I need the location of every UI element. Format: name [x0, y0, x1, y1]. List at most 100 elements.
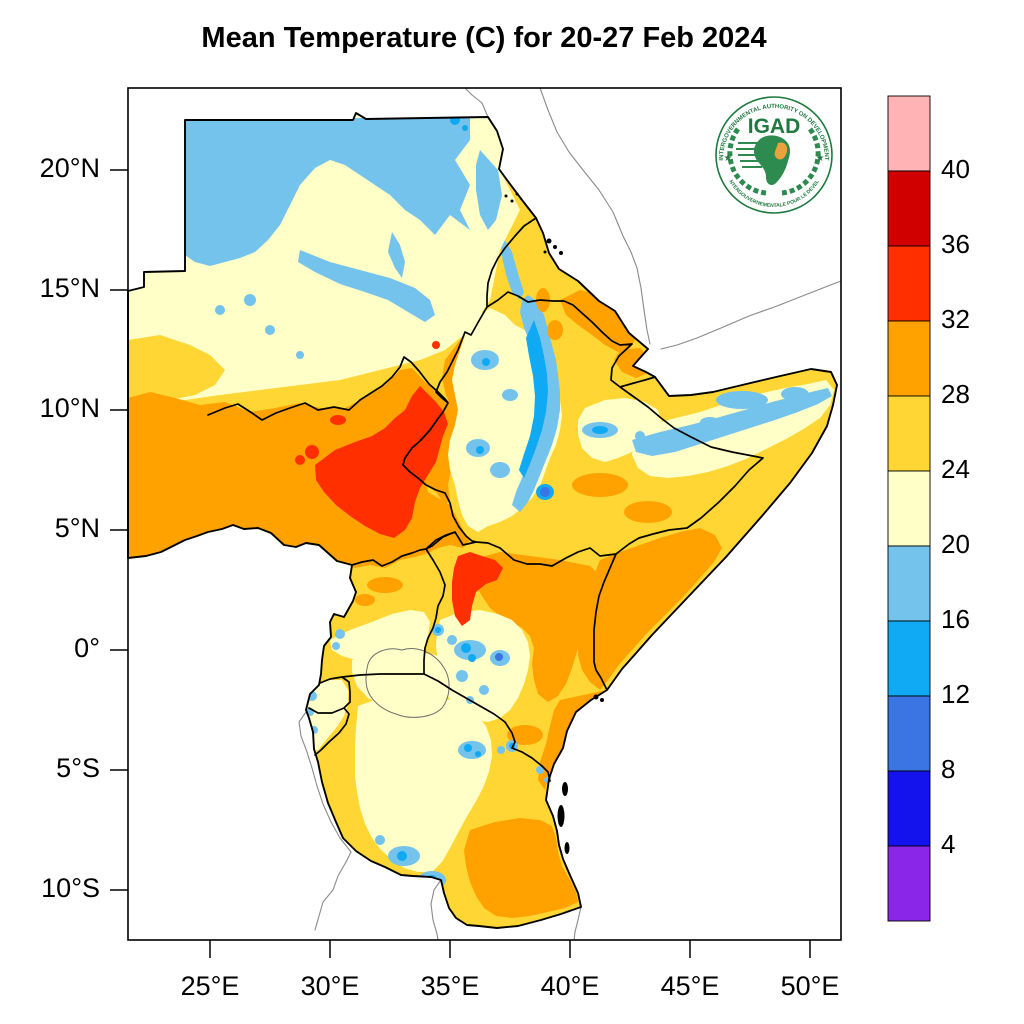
- temp-blob: [476, 150, 502, 230]
- logo-acronym-text: IGAD: [748, 115, 801, 138]
- colorbar-tick-label: 28: [941, 379, 970, 409]
- temp-blob: [388, 232, 405, 278]
- temp-blob: [536, 766, 544, 774]
- lake-malawi-outline: [430, 879, 442, 941]
- lat-tick-label: 10°N: [40, 393, 100, 423]
- temp-blob: [475, 751, 481, 757]
- temp-blob: [367, 577, 403, 593]
- temp-blob: [295, 455, 305, 465]
- temp-blob: [501, 240, 524, 300]
- temp-blob: [305, 445, 319, 459]
- colorbar-swatch: [887, 95, 931, 172]
- temp-blob: [450, 115, 460, 125]
- island-dot: [553, 245, 557, 249]
- colorbar-tick-label: 12: [941, 679, 970, 709]
- temp-blob: [592, 426, 608, 434]
- temp-blob: [265, 325, 275, 335]
- logo-africa-map: [736, 135, 790, 185]
- colorbar-tick-label: 36: [941, 229, 970, 259]
- temp-blob: [632, 388, 832, 456]
- colorbar-swatches: [887, 95, 931, 922]
- temp-blob: [355, 694, 492, 872]
- temp-blob: [560, 290, 638, 352]
- lon-tick-label: 30°E: [301, 971, 360, 1001]
- temp-blob: [519, 320, 548, 478]
- island-dot: [600, 698, 604, 702]
- lon-tick-label: 35°E: [421, 971, 480, 1001]
- temp-blob: [512, 295, 560, 512]
- island-dot: [510, 199, 514, 203]
- temp-blob: [330, 415, 346, 425]
- temp-blob: [502, 389, 518, 401]
- temp-blob: [215, 305, 225, 315]
- foreign-coastlines: [298, 87, 842, 941]
- temp-blob: [572, 473, 628, 497]
- island-dot: [559, 251, 563, 255]
- temp-blob: [479, 685, 489, 695]
- temp-blob: [538, 690, 607, 790]
- pemba-island: [562, 782, 568, 796]
- colorbar-tick-label: 24: [941, 454, 970, 484]
- mozambique-coastline: [573, 906, 582, 941]
- colorbar-tick-label: 40: [941, 154, 970, 184]
- island-dot: [546, 238, 552, 244]
- temp-blob: [298, 250, 435, 322]
- colorbar-tick-label: 8: [941, 754, 955, 784]
- temp-blob: [435, 627, 441, 633]
- temp-blob: [547, 320, 563, 340]
- temp-blob: [332, 642, 340, 650]
- temp-blob: [456, 670, 468, 682]
- temp-blob: [315, 386, 448, 538]
- longitude-axis: 25°E 30°E 35°E 40°E 45°E 50°E: [181, 971, 840, 1001]
- temp-blob: [468, 654, 476, 662]
- temp-blob: [462, 125, 468, 131]
- temp-blob: [461, 643, 471, 653]
- lat-tick-label: 5°S: [56, 753, 100, 783]
- temp-blob: [452, 552, 503, 626]
- egypt-coastline: [464, 87, 489, 118]
- temp-blob: [495, 653, 503, 661]
- igad-region-highlight: [774, 142, 788, 160]
- islands: [504, 192, 604, 854]
- colorbar-tick-label: 4: [941, 829, 955, 859]
- latitude-axis: 20°N 15°N 10°N 5°N 0° 5°S 10°S: [40, 153, 100, 903]
- logo-speed-lines: [736, 142, 762, 168]
- arabia-coastline: [539, 87, 651, 345]
- lat-tick-label: 20°N: [40, 153, 100, 183]
- logo-star-left-icon: ★: [724, 153, 733, 164]
- lon-tick-label: 50°E: [781, 971, 840, 1001]
- temp-blob: [352, 650, 455, 710]
- temp-blob: [497, 746, 505, 754]
- temp-blob: [458, 741, 486, 759]
- drc-zambia-border: [298, 711, 352, 931]
- colorbar-tick-label: 16: [941, 604, 970, 634]
- temp-blob: [447, 635, 457, 645]
- temp-blob: [464, 744, 472, 752]
- colorbar-swatch: [887, 545, 931, 622]
- igad-logo: INTERGOVERNMENTAL AUTHORITY ON DEVELOPME…: [715, 96, 833, 214]
- temp-blob: [490, 462, 510, 478]
- temperature-field: [128, 113, 837, 928]
- temp-blob: [432, 341, 440, 349]
- zanzibar-island: [557, 805, 565, 827]
- colorbar-swatch: [887, 695, 931, 772]
- lat-tick-label: 10°S: [41, 873, 100, 903]
- temp-blob: [470, 552, 600, 702]
- colorbar-swatch: [887, 620, 931, 697]
- lake-victoria-outline: [365, 648, 450, 718]
- colorbar-tick-label: 20: [941, 529, 970, 559]
- colorbar-swatch: [887, 395, 931, 472]
- colorbar-swatch: [887, 320, 931, 397]
- colorbar-swatch: [887, 845, 931, 922]
- colorbar-swatch: [887, 245, 931, 322]
- lon-tick-label: 25°E: [181, 971, 240, 1001]
- lat-tick-label: 0°: [74, 633, 100, 663]
- temp-blob: [716, 391, 768, 409]
- lat-tick-label: 15°N: [40, 273, 100, 303]
- island-dot: [515, 192, 519, 196]
- temp-blob: [578, 528, 722, 690]
- country-borders: [127, 112, 838, 929]
- map-frame: [127, 87, 842, 941]
